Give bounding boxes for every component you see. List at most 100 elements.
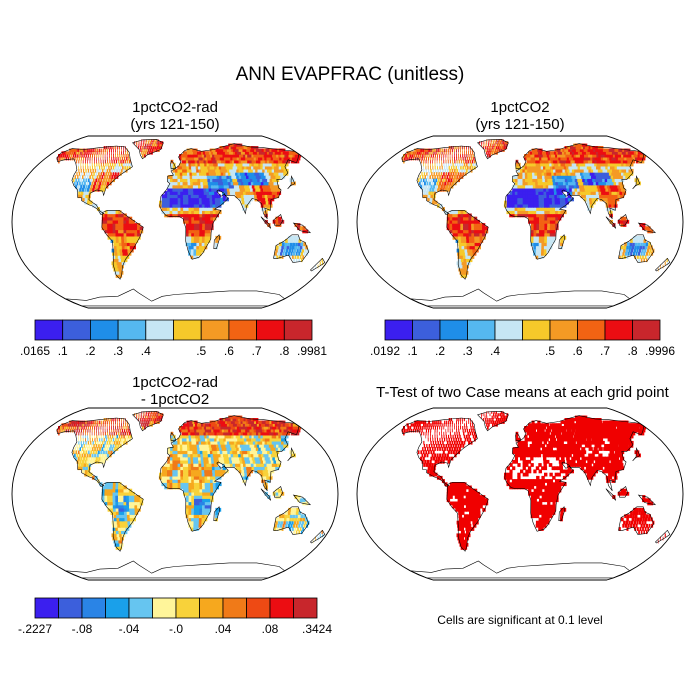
panel-title-tr: 1pctCO2 (yrs 121-150) — [355, 99, 685, 133]
colorbar-swatch — [81, 597, 106, 619]
colorbar-swatch — [90, 319, 119, 341]
coastline-britain — [515, 160, 522, 170]
colorbar-swatch — [199, 597, 224, 619]
coastline-greenland — [132, 410, 164, 432]
map-field — [56, 410, 326, 579]
panel-title-br-line1: T-Test of two Case means at each grid po… — [376, 384, 669, 401]
colorbar-swatch — [62, 319, 91, 341]
coastline-antarctica — [65, 560, 286, 579]
colorbar-label: .3424 — [302, 622, 332, 636]
colorbar-swatch — [577, 319, 606, 341]
colorbar-swatch — [175, 597, 200, 619]
panel-title-tl-line1: 1pctCO2-rad — [132, 99, 218, 116]
map-panel-1pctco2 — [356, 135, 684, 309]
figure-title: ANN EVAPFRAC (unitless) — [235, 64, 465, 85]
coastline-sumatra — [260, 216, 272, 229]
coastline-sumatra — [605, 488, 617, 501]
panel-title-tl-line2: (yrs 121-150) — [130, 116, 220, 133]
panel-title-tr-line2: (yrs 121-150) — [475, 116, 565, 133]
colorbar-swatch — [439, 319, 468, 341]
colorbar-bl: -.2227 -.08 -.04 -.0 .04 .08 .3424 — [18, 597, 332, 636]
colorbar-tr: .0192 .1 .2 .3 .4 .5 .6 .7 .8 .9996 — [370, 319, 675, 358]
coastline-south-america — [446, 482, 489, 552]
colorbar-label: .0192 — [370, 344, 400, 358]
map-field — [401, 410, 671, 579]
map-field — [401, 138, 671, 307]
coastline-madagascar — [213, 234, 221, 249]
coastline-north-america — [56, 417, 133, 487]
coastline-new-zealand — [655, 529, 671, 544]
colorbar-swatch — [522, 319, 551, 341]
map-field — [56, 138, 326, 307]
coastline-borneo — [273, 213, 284, 226]
coastline-britain — [170, 432, 177, 442]
coastline-new-zealand — [655, 257, 671, 272]
coastline-new-guinea — [637, 494, 657, 506]
coastline-new-zealand — [310, 529, 326, 544]
colorbar-swatch — [293, 597, 318, 619]
colorbar-label: .3 — [462, 344, 472, 358]
coastline-africa-eurasia — [159, 415, 300, 532]
panel-title-br: T-Test of two Case means at each grid po… — [350, 384, 695, 401]
colorbar-swatch — [152, 597, 177, 619]
coastline-madagascar — [558, 234, 566, 249]
colorbar-label: -.08 — [72, 622, 93, 636]
colorbar-label: .4 — [490, 344, 500, 358]
coastline-sumatra — [260, 488, 272, 501]
colorbar-label: .7 — [600, 344, 610, 358]
colorbar-label: .7 — [252, 344, 262, 358]
colorbar-label: .9981 — [297, 344, 327, 358]
coastline-australia — [273, 234, 310, 263]
coastline-south-america — [446, 210, 489, 280]
coastline-japan — [632, 447, 641, 462]
colorbar-swatch — [549, 319, 578, 341]
coastline-borneo — [618, 213, 629, 226]
coastline-japan — [632, 175, 641, 190]
coastline-north-america — [401, 145, 478, 215]
colorbar-swatch — [467, 319, 496, 341]
colorbar-label: .6 — [572, 344, 582, 358]
coastline-greenland — [477, 138, 509, 160]
colorbar-label: -.04 — [119, 622, 140, 636]
coastline-south-america — [101, 482, 144, 552]
colorbar-swatch — [117, 319, 147, 341]
colorbar-label: .8 — [627, 344, 637, 358]
coastline-madagascar — [558, 506, 566, 521]
colorbar-swatch — [200, 319, 230, 341]
coastline-japan — [287, 447, 296, 462]
coastline-north-america — [401, 417, 478, 487]
colorbar-label: .04 — [215, 622, 232, 636]
globe-outline — [11, 407, 339, 581]
colorbar-label: .3 — [113, 344, 123, 358]
globe-outline — [356, 135, 684, 309]
colorbar-label: .5 — [545, 344, 555, 358]
coastline-sumatra — [605, 216, 617, 229]
colorbar-swatch — [384, 319, 413, 341]
colorbar-swatch — [34, 597, 59, 619]
colorbar-label: .08 — [262, 622, 279, 636]
colorbar-label: .2 — [435, 344, 445, 358]
colorbar-swatch — [34, 319, 64, 341]
globe-outline — [356, 407, 684, 581]
colorbar-swatch — [412, 319, 441, 341]
colorbar-swatch — [283, 319, 313, 341]
colorbar-swatch — [58, 597, 83, 619]
coastline-borneo — [273, 485, 284, 498]
colorbar-label: .2 — [85, 344, 95, 358]
colorbar-swatch — [222, 597, 247, 619]
colorbar-swatch — [632, 319, 661, 341]
panel-title-bl-line1: 1pctCO2-rad — [132, 374, 218, 391]
coastline-madagascar — [213, 506, 221, 521]
map-panel-ttest — [356, 407, 684, 581]
map-panel-difference — [11, 407, 339, 581]
coastline-australia — [273, 506, 310, 535]
colorbar-label: .6 — [224, 344, 234, 358]
coastline-australia — [618, 234, 655, 263]
coastline-borneo — [618, 485, 629, 498]
coastline-africa-eurasia — [159, 143, 300, 260]
significance-note: Cells are significant at 0.1 level — [437, 613, 603, 627]
coastline-new-zealand — [310, 257, 326, 272]
globe-outline — [11, 135, 339, 309]
colorbar-tl: .0165 .1 .2 .3 .4 .5 .6 .7 .8 .9981 — [20, 319, 327, 358]
coastline-antarctica — [65, 288, 286, 307]
